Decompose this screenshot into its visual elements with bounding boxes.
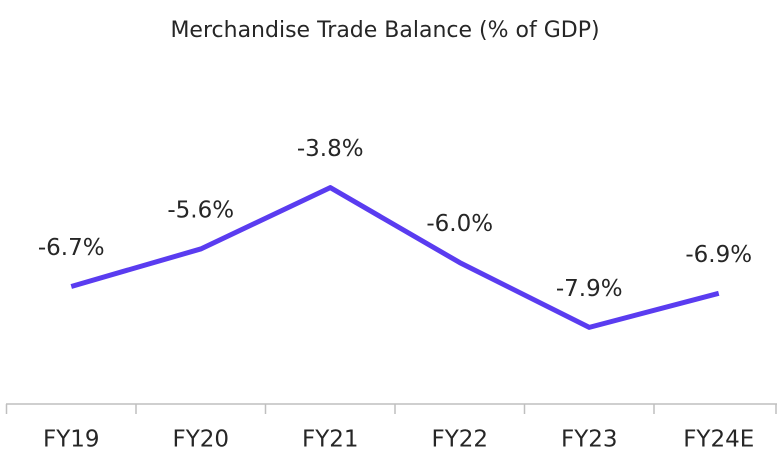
data-label: -5.6% [167, 197, 234, 223]
x-tick-label: FY23 [561, 427, 618, 453]
x-tick-label: FY22 [431, 427, 488, 453]
chart-title: Merchandise Trade Balance (% of GDP) [170, 18, 599, 43]
x-tick-label: FY19 [43, 427, 100, 453]
x-tick-label: FY21 [302, 427, 359, 453]
x-tick-label: FY24E [683, 427, 754, 453]
data-label: -3.8% [297, 136, 364, 162]
data-label: -6.7% [38, 235, 105, 261]
data-label: -6.9% [685, 242, 752, 268]
data-label: -6.0% [426, 211, 493, 237]
line [70, 185, 720, 330]
x-tick-label: FY20 [172, 427, 229, 453]
data-label: -7.9% [556, 276, 623, 302]
